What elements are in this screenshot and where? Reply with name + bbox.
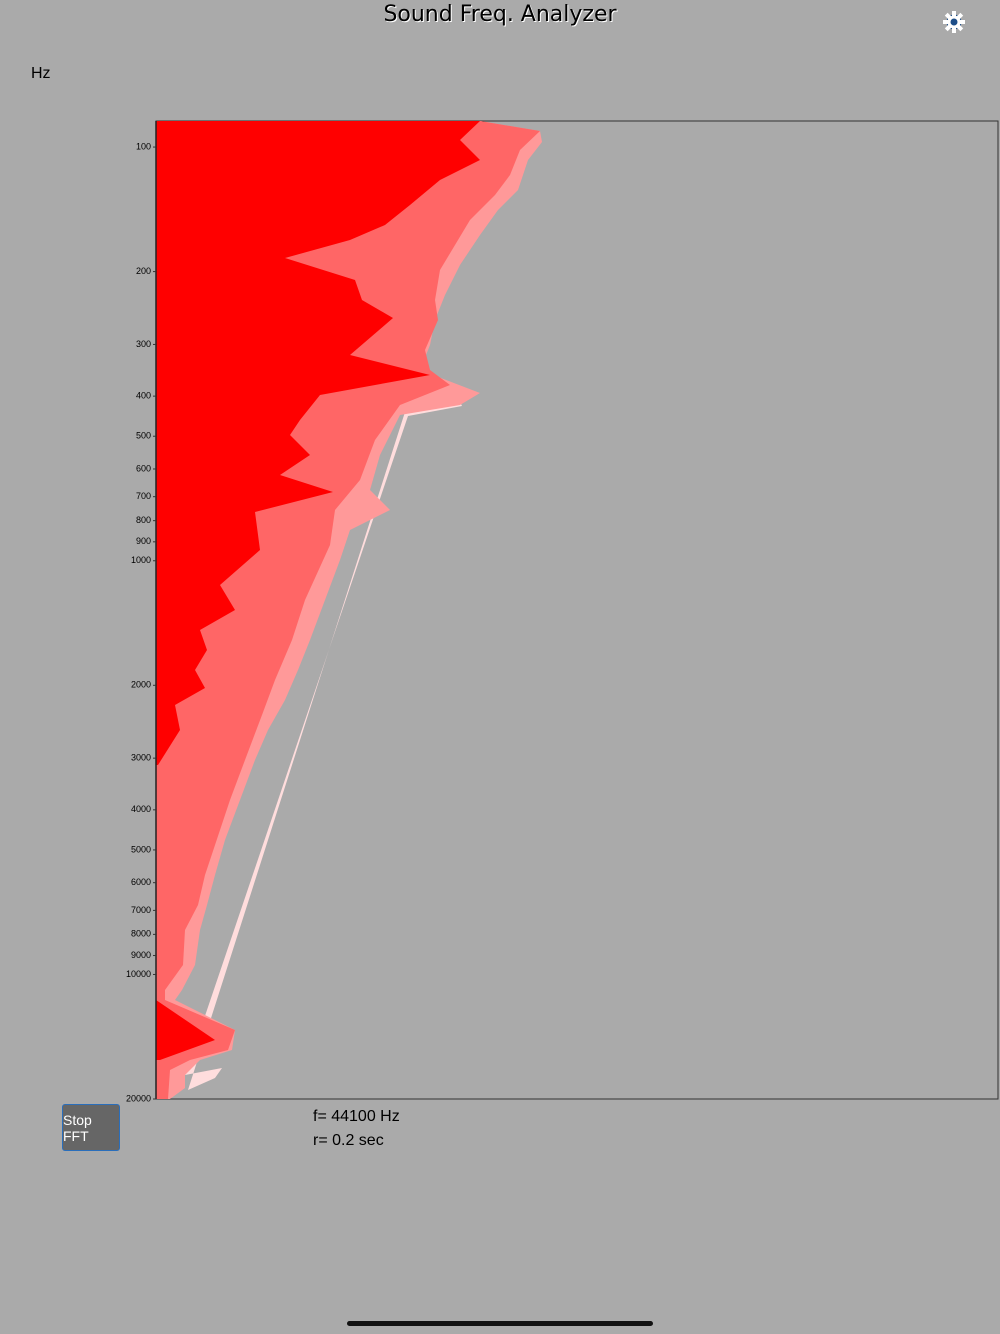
y-tick-label: 400: [136, 391, 151, 401]
stop-fft-button[interactable]: Stop FFT: [62, 1104, 120, 1151]
duration: r= 0.2 sec: [313, 1132, 384, 1149]
y-tick-label: 10000: [126, 969, 151, 979]
y-tick-label: 20000: [126, 1093, 151, 1103]
y-tick-label: 300: [136, 339, 151, 349]
y-tick-label: 6000: [131, 877, 151, 887]
app-title: Sound Freq. Analyzer: [383, 2, 617, 27]
y-tick-label: 5000: [131, 844, 151, 854]
home-indicator: [347, 1321, 653, 1326]
y-tick-label: 9000: [131, 950, 151, 960]
y-tick-label: 1000: [131, 555, 151, 565]
y-tick-label: 600: [136, 463, 151, 473]
sample-rate: f= 44100 Hz: [313, 1108, 400, 1125]
settings-icon[interactable]: [936, 4, 972, 40]
y-tick-label: 100: [136, 141, 151, 151]
y-tick-label: 700: [136, 491, 151, 501]
y-tick-label: 4000: [131, 804, 151, 814]
y-tick-label: 900: [136, 536, 151, 546]
y-tick-label: 7000: [131, 905, 151, 915]
spectrum-chart: 100 200 300 400 500 600 700 800 900 1000 2000 3000 4…: [126, 120, 999, 1103]
axis-unit: Hz: [31, 65, 51, 82]
y-tick-label: 200: [136, 266, 151, 276]
y-tick-label: 2000: [131, 680, 151, 690]
y-tick-label: 800: [136, 515, 151, 525]
y-tick-label: 3000: [131, 753, 151, 763]
y-tick-label: 500: [136, 431, 151, 441]
spectrum-live: [156, 121, 480, 1060]
y-tick-label: 8000: [131, 929, 151, 939]
